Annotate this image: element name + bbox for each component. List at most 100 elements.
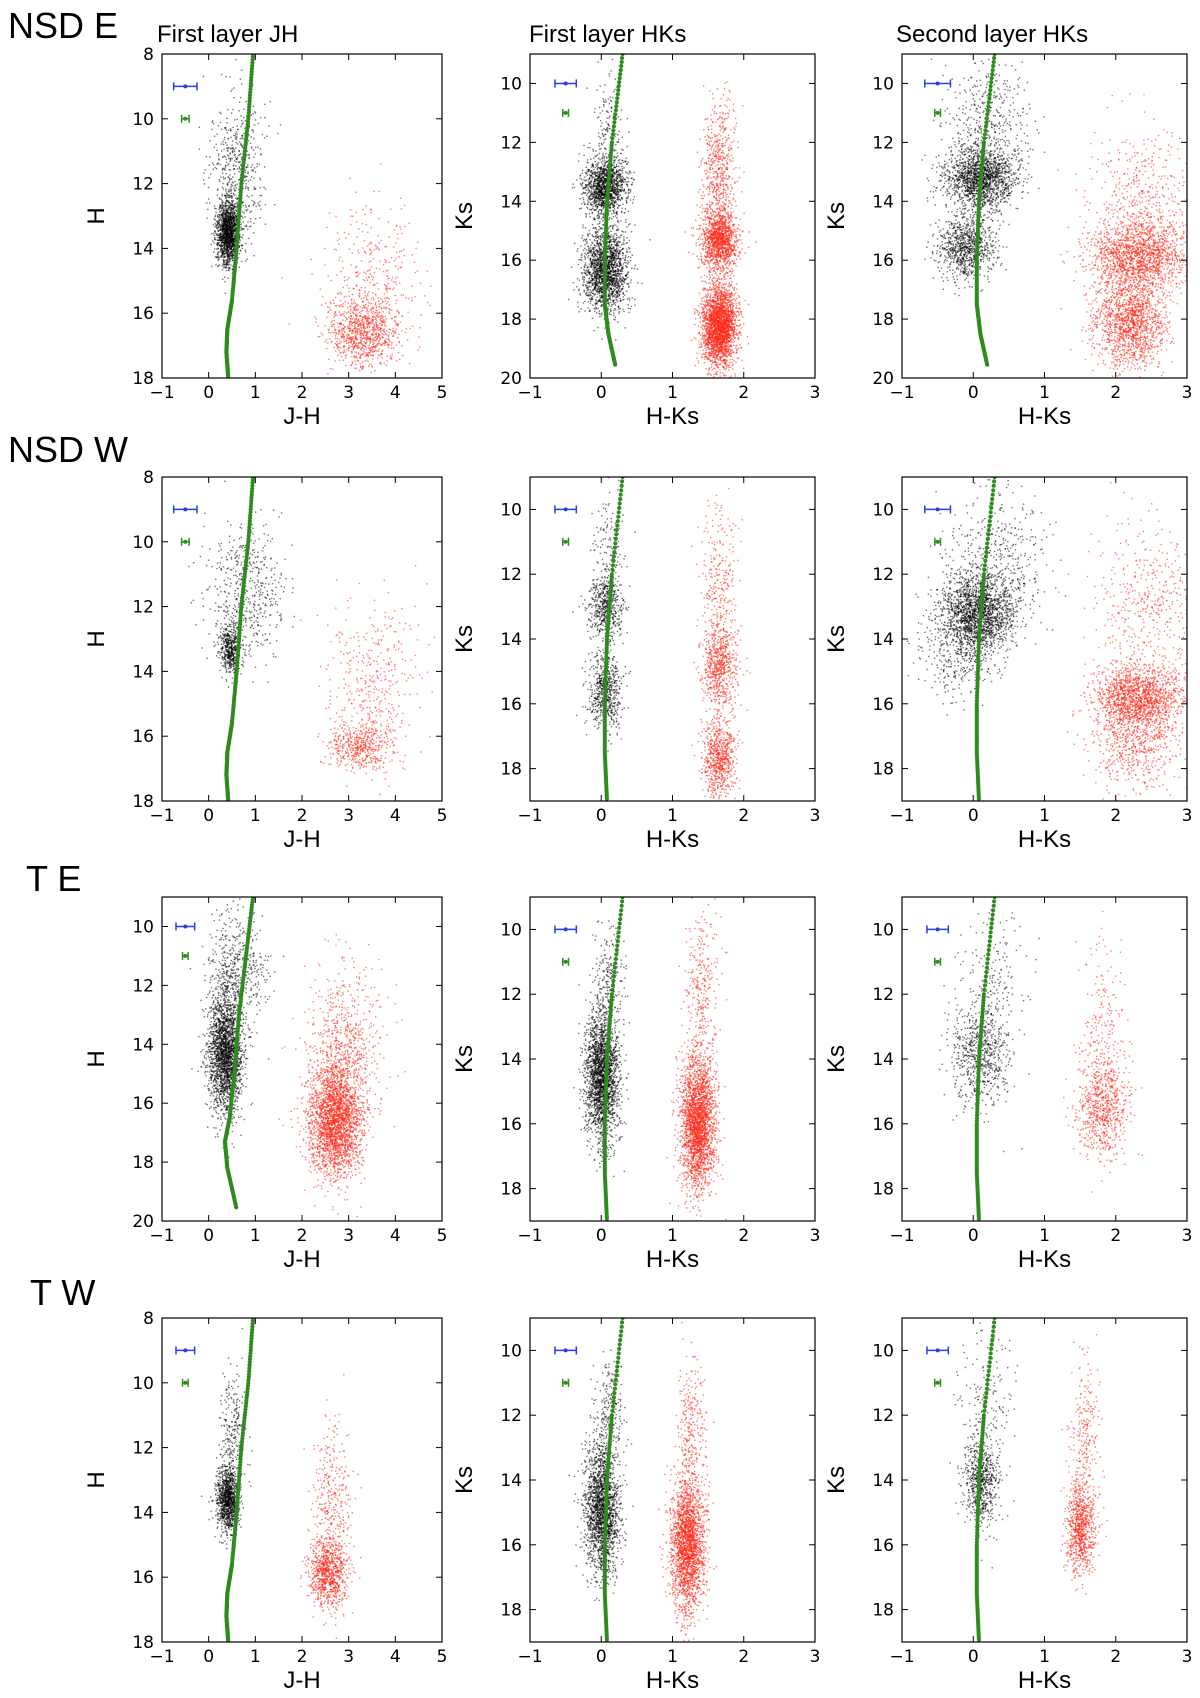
star-point xyxy=(411,285,413,287)
star-point xyxy=(217,251,219,253)
star-point xyxy=(594,166,596,169)
star-point xyxy=(202,75,205,78)
star-point xyxy=(221,204,223,206)
star-point xyxy=(233,242,235,244)
star-point xyxy=(597,203,599,205)
star-point xyxy=(582,169,584,172)
star-point xyxy=(603,178,605,181)
star-point xyxy=(220,213,222,216)
star-point xyxy=(610,199,613,202)
star-point xyxy=(351,361,354,363)
star-point xyxy=(222,212,224,214)
star-point xyxy=(221,242,223,244)
star-point xyxy=(231,181,233,183)
star-point xyxy=(322,295,324,298)
star-point xyxy=(354,305,357,307)
star-point xyxy=(234,222,236,225)
star-point xyxy=(363,317,366,319)
star-point xyxy=(580,184,582,186)
star-point xyxy=(582,226,584,229)
star-point xyxy=(602,200,604,202)
star-point xyxy=(594,190,596,192)
star-point xyxy=(616,165,618,168)
star-point xyxy=(330,341,332,343)
star-point xyxy=(229,128,232,130)
star-point xyxy=(367,332,369,334)
star-point xyxy=(358,342,360,344)
star-point xyxy=(227,209,230,212)
star-point xyxy=(389,287,391,290)
star-point xyxy=(611,203,613,205)
star-point xyxy=(226,209,229,211)
star-point xyxy=(395,344,398,347)
star-point xyxy=(351,322,353,324)
star-point xyxy=(600,196,603,199)
star-point xyxy=(240,144,242,147)
star-point xyxy=(222,259,225,261)
star-point xyxy=(233,221,235,223)
star-point xyxy=(334,329,336,331)
star-point xyxy=(419,282,422,284)
star-point xyxy=(220,256,222,258)
star-point xyxy=(333,248,336,250)
star-point xyxy=(221,265,223,267)
star-point xyxy=(235,205,238,207)
star-point xyxy=(376,326,378,328)
star-point xyxy=(371,354,373,357)
isochrone-point xyxy=(249,78,254,83)
star-point xyxy=(335,333,337,335)
star-point xyxy=(594,205,597,208)
star-point xyxy=(335,249,337,251)
row-label-nsd-w: NSD W xyxy=(8,429,128,470)
star-point xyxy=(586,267,588,269)
star-point xyxy=(376,327,378,329)
star-point xyxy=(223,227,225,229)
star-point xyxy=(333,331,336,333)
star-point xyxy=(231,237,233,240)
star-point xyxy=(615,183,617,186)
star-point xyxy=(585,284,587,286)
star-point xyxy=(620,250,622,252)
star-point xyxy=(209,156,211,158)
star-point xyxy=(380,307,382,310)
star-point xyxy=(392,281,395,283)
star-point xyxy=(239,233,241,236)
star-point xyxy=(613,174,615,177)
star-point xyxy=(232,239,234,242)
star-point xyxy=(354,328,356,330)
star-point xyxy=(617,159,620,162)
star-point xyxy=(353,309,355,311)
star-point xyxy=(226,231,228,233)
star-point xyxy=(387,335,390,337)
star-point xyxy=(235,228,237,230)
star-point xyxy=(227,248,229,250)
star-point xyxy=(617,221,620,224)
star-point xyxy=(372,307,374,309)
star-point xyxy=(602,173,604,175)
star-point xyxy=(224,214,226,217)
star-point xyxy=(369,342,371,344)
star-point xyxy=(243,228,245,230)
star-point xyxy=(588,170,590,172)
star-point xyxy=(226,117,228,119)
star-point xyxy=(232,231,235,234)
star-point xyxy=(382,301,384,303)
star-point xyxy=(351,293,354,296)
star-point xyxy=(361,231,364,233)
star-point xyxy=(619,180,621,182)
star-point xyxy=(222,188,224,190)
star-point xyxy=(359,289,361,292)
star-point xyxy=(230,157,232,159)
star-point xyxy=(370,371,373,374)
star-point xyxy=(223,241,225,244)
star-point xyxy=(218,153,220,155)
star-point xyxy=(360,312,362,315)
star-point xyxy=(343,344,345,347)
star-point xyxy=(367,352,369,354)
star-point xyxy=(599,189,601,191)
star-point xyxy=(231,234,233,236)
star-point xyxy=(227,234,229,237)
star-point xyxy=(217,236,219,239)
star-point xyxy=(394,294,396,297)
star-point xyxy=(354,360,356,362)
